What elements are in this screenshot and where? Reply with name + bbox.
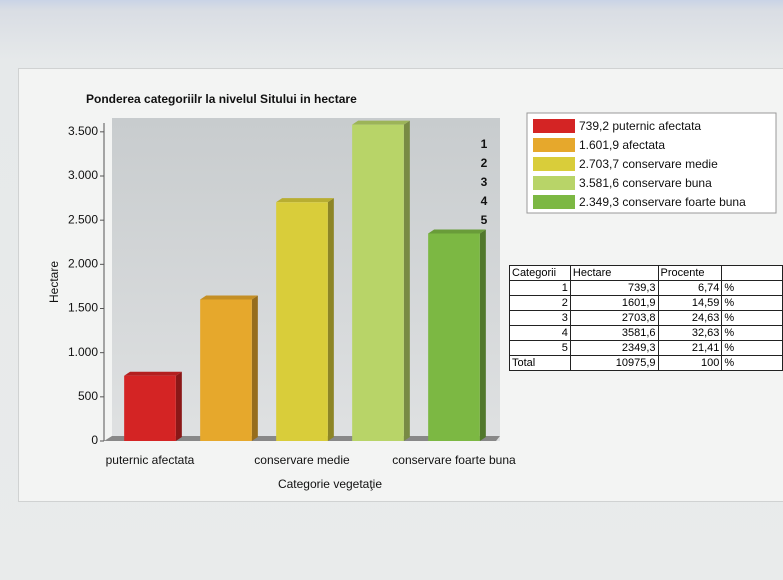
table-cell: Hectare [570, 266, 658, 281]
y-tick-label: 0 [91, 433, 98, 447]
annotation: 2 [481, 156, 488, 170]
table-cell: Categorii [510, 266, 571, 281]
bar-top [200, 295, 258, 299]
table-cell: 3 [510, 311, 571, 326]
table-cell: 14,59 [658, 296, 722, 311]
annotation: 1 [481, 137, 488, 151]
table-cell: 739,3 [570, 281, 658, 296]
table-cell: 3581,6 [570, 326, 658, 341]
annotation: 5 [481, 213, 488, 227]
y-tick-label: 1.500 [68, 301, 98, 315]
table-cell: 1601,9 [570, 296, 658, 311]
legend-swatch [533, 195, 575, 209]
legend-swatch [533, 157, 575, 171]
y-tick-label: 2.500 [68, 212, 98, 226]
annotation: 3 [481, 175, 488, 189]
table-cell: 5 [510, 341, 571, 356]
table-cell: 10975,9 [570, 356, 658, 371]
x-tick-label: conservare medie [254, 453, 350, 467]
bar-side [176, 372, 182, 441]
bar [352, 125, 404, 441]
bar-side [328, 198, 334, 441]
y-tick-label: 2.000 [68, 257, 98, 271]
table-cell: 1 [510, 281, 571, 296]
legend-label: 3.581,6 conservare buna [579, 176, 712, 190]
chart-title: Ponderea categoriilr la nivelul Sitului … [86, 92, 357, 106]
legend-label: 2.349,3 conservare foarte buna [579, 195, 746, 209]
table-cell: % [722, 281, 783, 296]
table-cell: 2349,3 [570, 341, 658, 356]
legend-label: 739,2 puternic afectata [579, 119, 701, 133]
table-cell: % [722, 356, 783, 371]
table-cell: 21,41 [658, 341, 722, 356]
table-cell: 32,63 [658, 326, 722, 341]
table-cell: % [722, 326, 783, 341]
legend-swatch [533, 176, 575, 190]
bar-side [480, 229, 486, 441]
table-cell: 6,74 [658, 281, 722, 296]
legend-label: 2.703,7 conservare medie [579, 157, 718, 171]
table-cell: 2703,8 [570, 311, 658, 326]
bar-side [404, 121, 410, 441]
annotation: 4 [481, 194, 488, 208]
bar [428, 233, 480, 441]
table-cell: 100 [658, 356, 722, 371]
page: Ponderea categoriilr la nivelul Sitului … [0, 0, 783, 580]
y-tick-label: 1.000 [68, 345, 98, 359]
table-cell: % [722, 296, 783, 311]
x-axis-label: Categorie vegetaţie [278, 477, 382, 491]
table-cell: % [722, 311, 783, 326]
y-axis-label: Hectare [47, 261, 61, 303]
bar-top [428, 229, 486, 233]
table-cell [722, 266, 783, 281]
bar [124, 376, 176, 441]
x-tick-label: conservare foarte buna [392, 453, 516, 467]
table-cell: 24,63 [658, 311, 722, 326]
y-tick-label: 3.000 [68, 168, 98, 182]
bar-top [276, 198, 334, 202]
bar-side [252, 295, 258, 441]
x-tick-label: puternic afectata [106, 453, 195, 467]
legend-swatch [533, 119, 575, 133]
legend-swatch [533, 138, 575, 152]
bar [276, 202, 328, 441]
y-tick-label: 500 [78, 389, 98, 403]
legend-label: 1.601,9 afectata [579, 138, 665, 152]
bar [200, 299, 252, 441]
table-cell: 2 [510, 296, 571, 311]
table-cell: Procente [658, 266, 722, 281]
table-cell: 4 [510, 326, 571, 341]
bar-top [352, 121, 410, 125]
y-tick-label: 3.500 [68, 124, 98, 138]
bar-top [124, 372, 182, 376]
table-cell: Total [510, 356, 571, 371]
table-cell: % [722, 341, 783, 356]
